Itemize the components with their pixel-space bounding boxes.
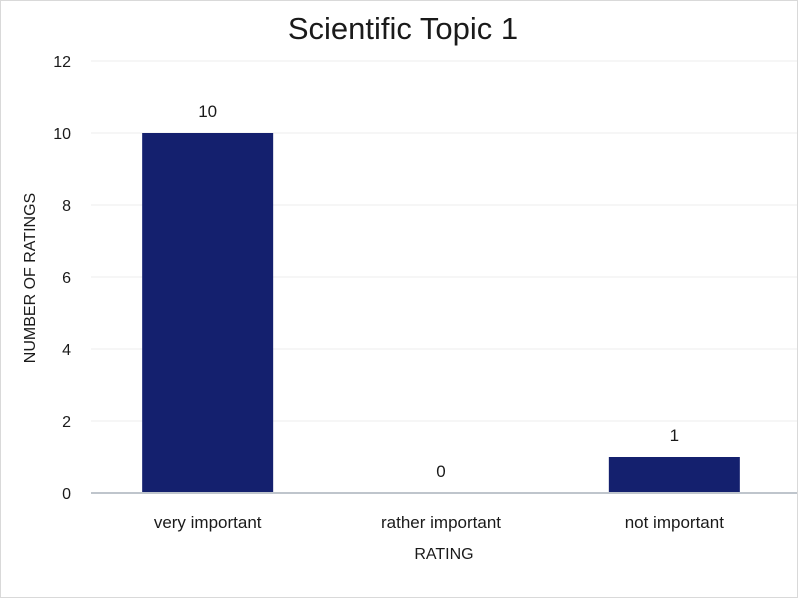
data-label: 0: [436, 462, 445, 481]
y-tick-label: 6: [62, 270, 71, 287]
x-tick-label: very important: [154, 513, 262, 532]
chart-title: Scientific Topic 1: [288, 11, 518, 46]
bar: [142, 133, 274, 493]
y-tick-label: 10: [53, 126, 71, 143]
y-axis-ticks: 0 2 4 6 8 10 12: [53, 54, 71, 503]
x-axis-categories: very important rather important not import…: [154, 513, 724, 532]
y-tick-label: 0: [62, 486, 71, 503]
bars: [142, 133, 740, 493]
x-axis-title: RATING: [414, 546, 473, 563]
data-labels: 10 0 1: [198, 102, 679, 481]
data-label: 10: [198, 102, 217, 121]
x-tick-label: rather important: [381, 513, 501, 532]
y-axis-title: NUMBER OF RATINGS: [22, 193, 39, 363]
y-tick-label: 2: [62, 414, 71, 431]
y-tick-label: 12: [53, 54, 71, 71]
y-tick-label: 4: [62, 342, 71, 359]
bar: [608, 457, 740, 493]
data-label: 1: [670, 426, 679, 445]
x-tick-label: not important: [625, 513, 724, 532]
y-tick-label: 8: [62, 198, 71, 215]
